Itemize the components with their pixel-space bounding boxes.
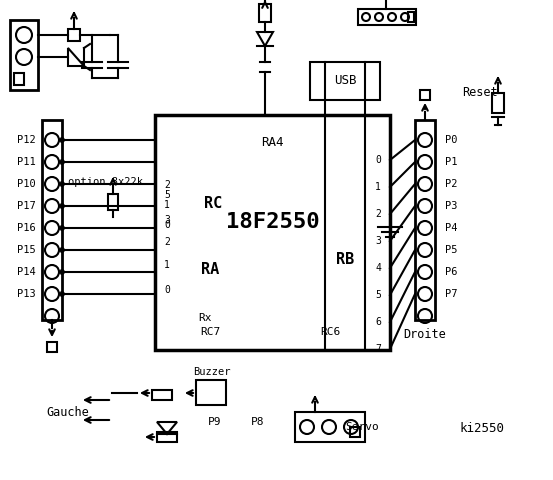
Text: Rx: Rx — [198, 313, 212, 323]
Bar — [10, 20, 38, 90]
Text: P11: P11 — [17, 157, 35, 167]
Text: 2: 2 — [164, 180, 170, 190]
Text: P4: P4 — [445, 223, 457, 233]
Bar — [68, 29, 80, 41]
Text: RC: RC — [204, 195, 222, 211]
Circle shape — [60, 159, 65, 165]
Text: P7: P7 — [445, 289, 457, 299]
Text: RC7: RC7 — [200, 327, 220, 337]
Text: 3: 3 — [164, 215, 170, 225]
Text: 5: 5 — [375, 290, 381, 300]
Bar — [108, 194, 118, 210]
Bar — [310, 62, 380, 100]
Text: Buzzer: Buzzer — [193, 367, 231, 377]
Bar — [408, 12, 414, 22]
Text: P0: P0 — [445, 135, 457, 145]
Bar — [259, 4, 271, 22]
Bar — [155, 115, 390, 350]
Text: 2: 2 — [164, 237, 170, 247]
Bar — [157, 432, 177, 442]
Text: P6: P6 — [445, 267, 457, 277]
Text: RC6: RC6 — [320, 327, 340, 337]
Text: P16: P16 — [17, 223, 35, 233]
Text: P9: P9 — [208, 417, 222, 427]
Circle shape — [60, 137, 65, 143]
Circle shape — [60, 248, 65, 252]
Text: 1: 1 — [164, 200, 170, 210]
Circle shape — [60, 181, 65, 187]
Bar — [152, 390, 172, 400]
Bar — [196, 380, 226, 405]
Text: Reset: Reset — [462, 86, 498, 99]
Bar — [350, 427, 360, 437]
Bar — [295, 412, 365, 442]
Text: 6: 6 — [375, 317, 381, 327]
Text: USB: USB — [334, 74, 356, 87]
Text: P3: P3 — [445, 201, 457, 211]
Text: RA4: RA4 — [261, 136, 284, 149]
Text: P17: P17 — [17, 201, 35, 211]
Text: option 8x22k: option 8x22k — [67, 177, 143, 187]
Text: P8: P8 — [251, 417, 265, 427]
Text: 3: 3 — [375, 236, 381, 246]
Text: Droite: Droite — [404, 328, 446, 341]
Text: RB: RB — [336, 252, 354, 267]
Text: Servo: Servo — [345, 422, 379, 432]
Text: P2: P2 — [445, 179, 457, 189]
Bar — [14, 73, 24, 85]
Text: P5: P5 — [445, 245, 457, 255]
Text: 5: 5 — [164, 190, 170, 200]
Bar — [42, 120, 62, 320]
Circle shape — [60, 269, 65, 275]
Bar — [415, 120, 435, 320]
Text: P10: P10 — [17, 179, 35, 189]
Text: 2: 2 — [375, 209, 381, 219]
Bar — [492, 93, 504, 113]
Text: 0: 0 — [375, 155, 381, 165]
Circle shape — [60, 204, 65, 208]
Circle shape — [60, 291, 65, 297]
Text: 0: 0 — [164, 220, 170, 230]
Text: Gauche: Gauche — [46, 406, 90, 419]
Text: P14: P14 — [17, 267, 35, 277]
Text: 18F2550: 18F2550 — [226, 213, 319, 232]
Text: 4: 4 — [375, 263, 381, 273]
Bar — [358, 9, 416, 25]
Circle shape — [60, 226, 65, 230]
Text: P13: P13 — [17, 289, 35, 299]
Text: 7: 7 — [375, 344, 381, 354]
Text: ki2550: ki2550 — [460, 421, 504, 434]
Text: P1: P1 — [445, 157, 457, 167]
Text: 0: 0 — [164, 285, 170, 295]
Text: 1: 1 — [164, 260, 170, 270]
Text: 1: 1 — [375, 182, 381, 192]
Text: RA: RA — [201, 263, 219, 277]
Bar — [420, 90, 430, 100]
Bar — [47, 342, 57, 352]
Text: P15: P15 — [17, 245, 35, 255]
Text: P12: P12 — [17, 135, 35, 145]
